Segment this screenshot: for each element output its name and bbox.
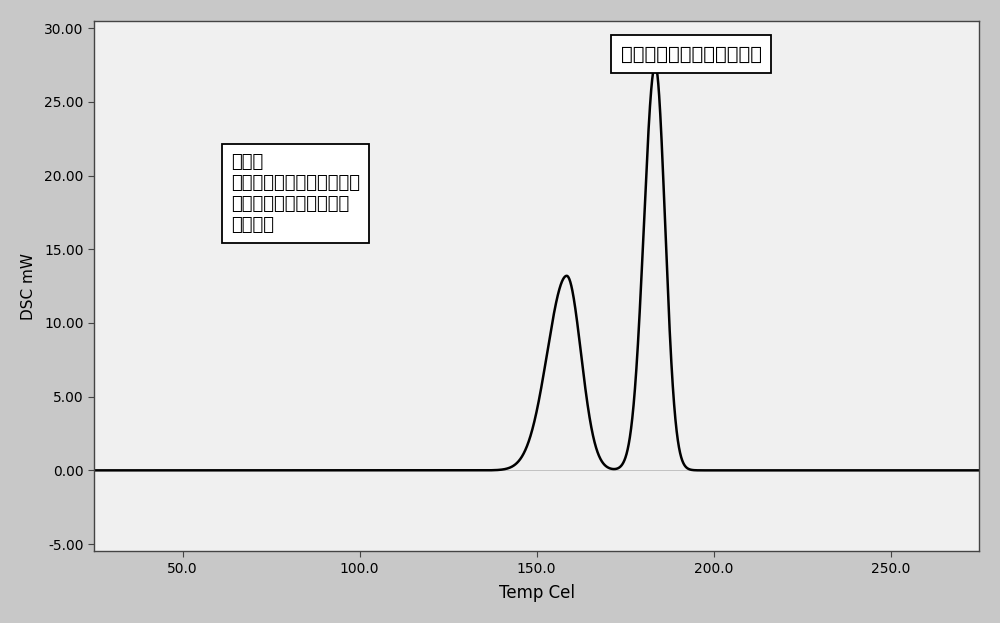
Y-axis label: DSC mW: DSC mW [21, 252, 36, 320]
Text: 比较例
三羟甲基丙烷三丙烯酸酯和
间苯二亚甲基二异氰酸酯
的组合物: 比较例 三羟甲基丙烷三丙烯酸酯和 间苯二亚甲基二异氰酸酯 的组合物 [231, 153, 360, 234]
X-axis label: Temp Cel: Temp Cel [499, 584, 575, 602]
Text: 仅三羟甲基丙烷三丙烯酸酯: 仅三羟甲基丙烷三丙烯酸酯 [621, 45, 762, 64]
